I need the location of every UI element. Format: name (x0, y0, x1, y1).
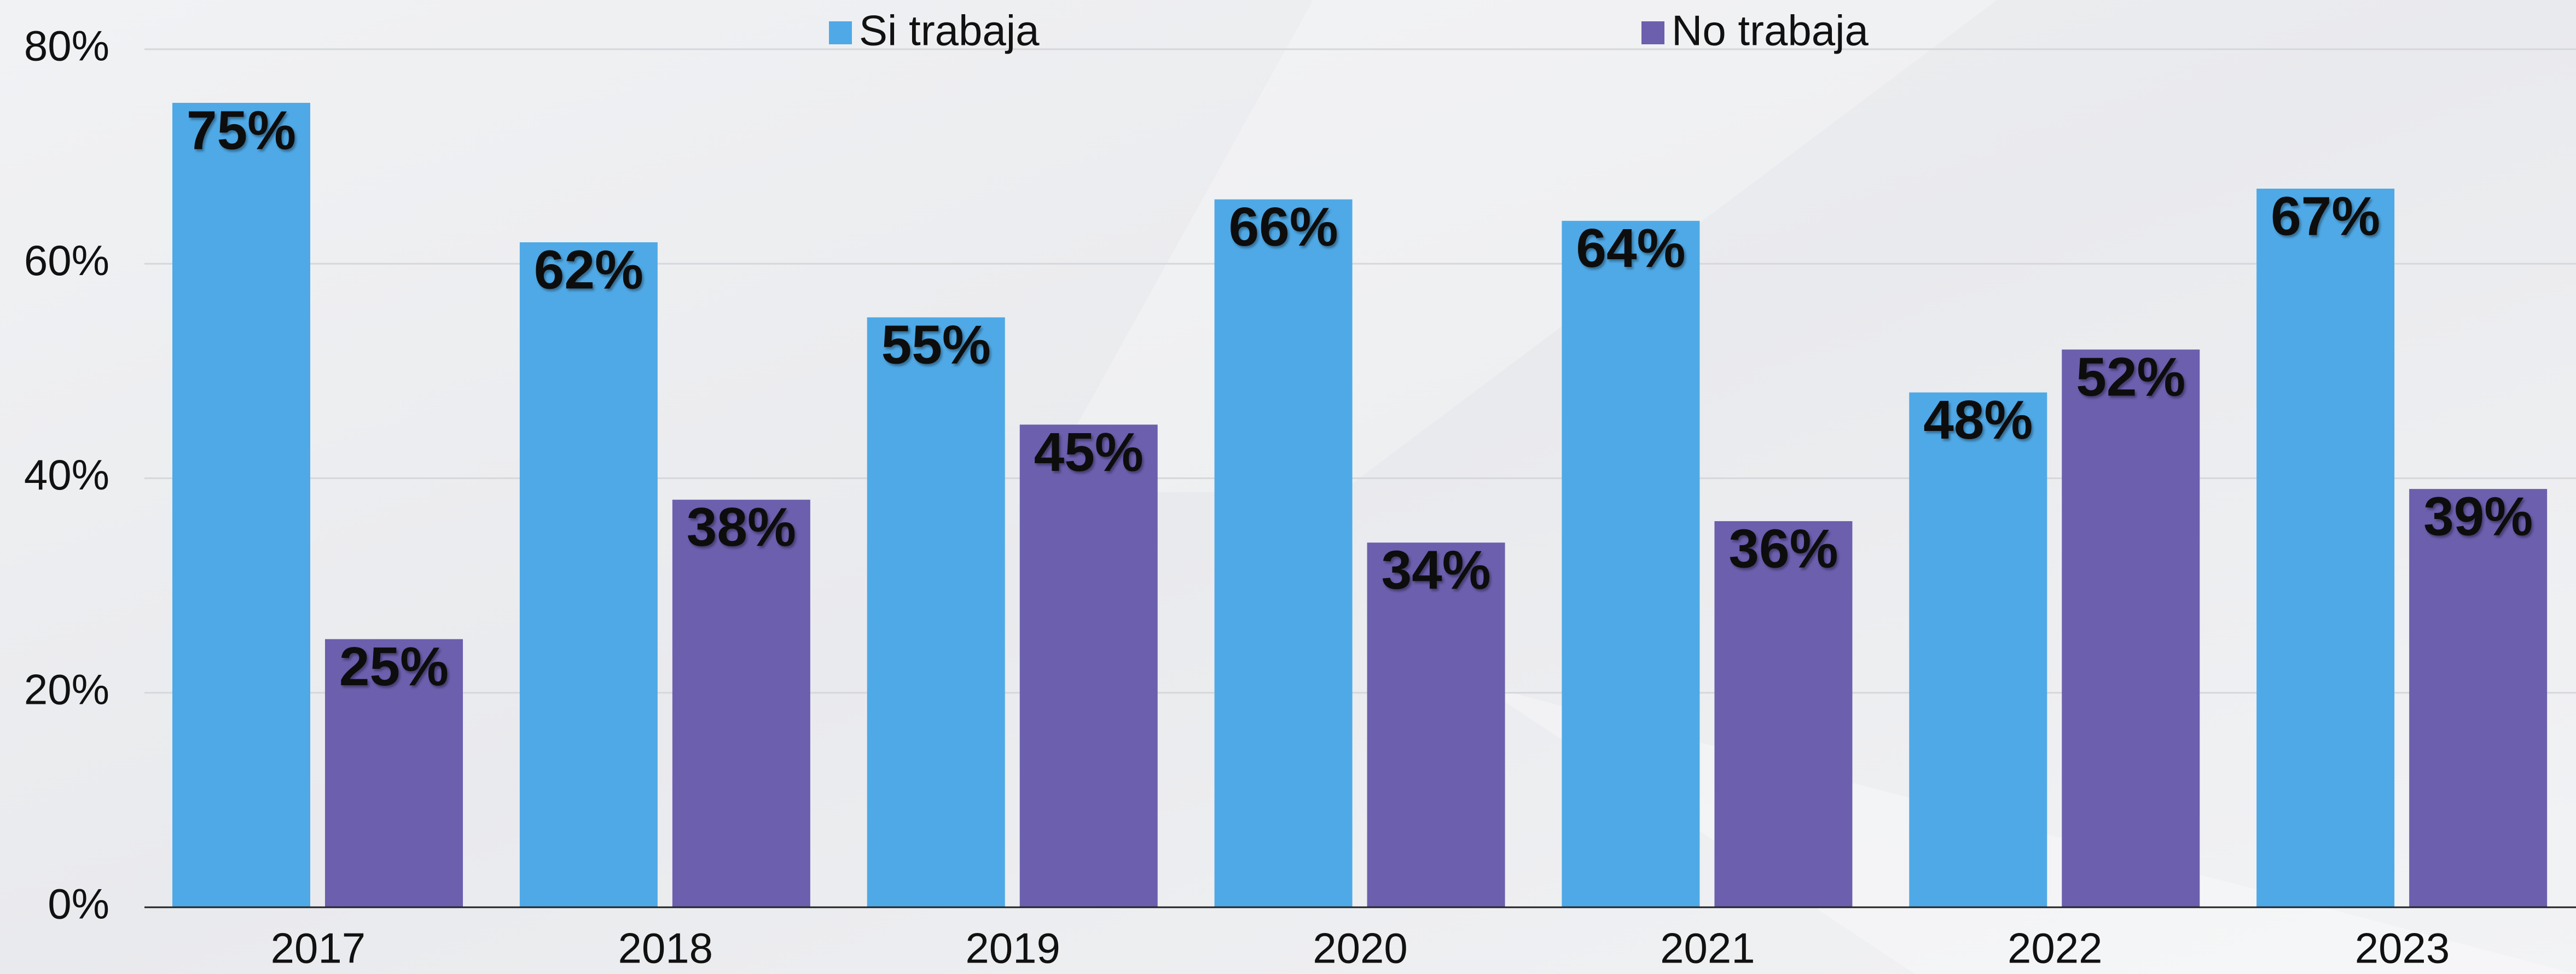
bar (1214, 199, 1353, 908)
y-tick-label: 0% (48, 880, 109, 928)
bar (2256, 188, 2395, 907)
value-label: 38% (687, 497, 796, 558)
value-label: 55% (881, 314, 991, 376)
bar (519, 242, 658, 907)
value-label: 52% (2076, 347, 2185, 408)
value-label: 67% (2271, 185, 2380, 247)
x-tick-label: 2017 (271, 924, 366, 972)
legend-swatch (1641, 21, 1664, 44)
value-label: 66% (1228, 196, 1338, 258)
y-tick-label: 80% (24, 22, 109, 70)
x-tick-label: 2018 (618, 924, 713, 972)
bar (867, 317, 1005, 907)
bar (672, 499, 810, 907)
bar (1367, 543, 1505, 907)
y-tick-label: 40% (24, 451, 109, 499)
value-label: 39% (2423, 486, 2533, 547)
bar (325, 639, 463, 907)
bar (1714, 521, 1853, 907)
value-label: 75% (187, 100, 296, 161)
value-label: 36% (1728, 518, 1838, 579)
value-label: 62% (534, 239, 643, 300)
legend-swatch (829, 21, 852, 44)
x-tick-label: 2019 (965, 924, 1060, 972)
legend-label: Si trabaja (859, 7, 1040, 55)
x-tick-label: 2022 (2008, 924, 2103, 972)
value-label: 48% (1923, 389, 2033, 451)
x-tick-label: 2023 (2355, 924, 2450, 972)
value-label: 45% (1034, 422, 1144, 483)
bar (1909, 392, 2047, 907)
x-tick-label: 2020 (1313, 924, 1408, 972)
bar (172, 103, 310, 907)
y-tick-label: 60% (24, 236, 109, 284)
legend-label: No trabaja (1672, 7, 1869, 55)
value-label: 25% (339, 636, 449, 697)
bar (1562, 220, 1700, 907)
value-label: 34% (1381, 540, 1490, 601)
bar (1019, 424, 1158, 907)
x-tick-label: 2021 (1660, 924, 1755, 972)
bar (2062, 349, 2200, 907)
value-label: 64% (1576, 218, 1685, 279)
bar (2409, 489, 2548, 907)
y-tick-label: 20% (24, 665, 109, 713)
